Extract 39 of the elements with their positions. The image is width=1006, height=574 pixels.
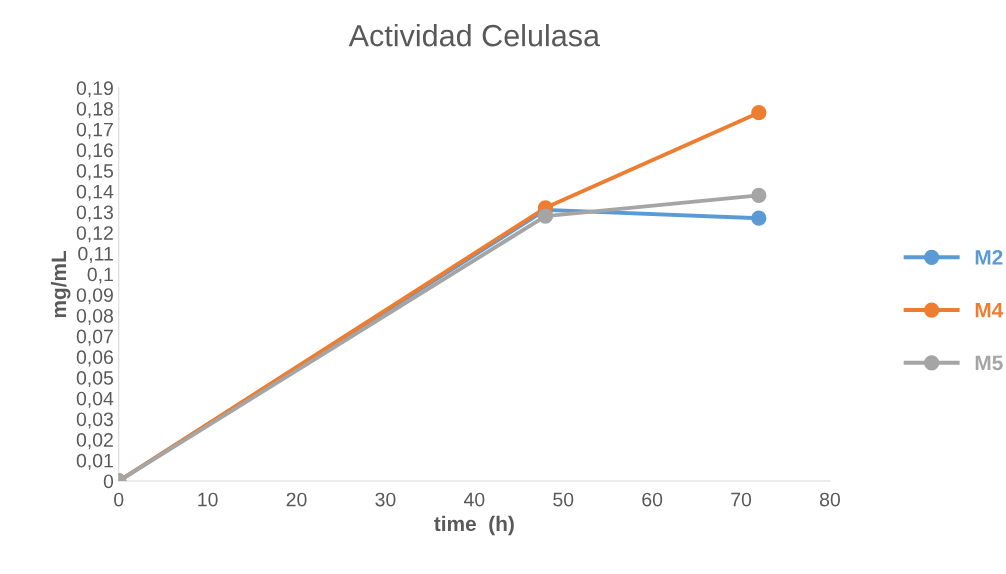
y-tick-label: 0,04 xyxy=(76,391,114,408)
y-tick-label: 0,11 xyxy=(78,246,113,263)
y-tick-label: 0,02 xyxy=(76,433,113,450)
x-tick-label: 30 xyxy=(375,492,396,507)
y-tick-label: 0,19 xyxy=(76,81,113,98)
y-tick-label: 0,07 xyxy=(76,329,113,346)
legend-label: M5 xyxy=(975,355,1003,371)
point xyxy=(751,105,767,121)
x-axis-title: time (h) xyxy=(434,515,514,536)
y-tick-label: 0 xyxy=(103,474,114,489)
y-tick-label: 0,09 xyxy=(76,288,113,305)
y-tick-label: 0,05 xyxy=(76,371,114,388)
point xyxy=(751,187,767,204)
y-tick-label: 0,08 xyxy=(76,308,113,325)
y-tick-label: 0,15 xyxy=(76,164,114,181)
point xyxy=(751,210,767,226)
y-tick-label: 0,1 xyxy=(87,267,113,284)
y-tick-label: 0,01 xyxy=(76,453,113,470)
legend-label: M2 xyxy=(975,250,1003,265)
y-tick-label: 0,17 xyxy=(76,122,113,139)
point xyxy=(537,208,554,224)
legend-label: M4 xyxy=(975,302,1004,318)
y-tick-label: 0,03 xyxy=(76,412,113,429)
x-tick-label: 80 xyxy=(819,492,840,507)
x-tick-label: 50 xyxy=(553,492,574,507)
y-tick-label: 0,18 xyxy=(76,101,113,119)
y-axis-title: mg/mL xyxy=(50,250,71,318)
y-tick-label: 0,12 xyxy=(76,226,113,243)
x-tick-label: 0 xyxy=(114,492,124,507)
x-tick-label: 40 xyxy=(463,492,485,507)
y-tick-label: 0,16 xyxy=(76,143,113,160)
x-tick-label: 20 xyxy=(286,492,307,507)
x-tick-label: 70 xyxy=(731,492,752,507)
y-tick-label: 0,14 xyxy=(76,184,114,201)
y-tick-label: 0,06 xyxy=(76,350,113,367)
chart-title: Actividad Celulasa xyxy=(348,24,601,47)
x-tick-label: 10 xyxy=(198,492,218,507)
y-tick-label: 0,13 xyxy=(76,205,113,222)
x-tick-label: 60 xyxy=(642,492,663,507)
